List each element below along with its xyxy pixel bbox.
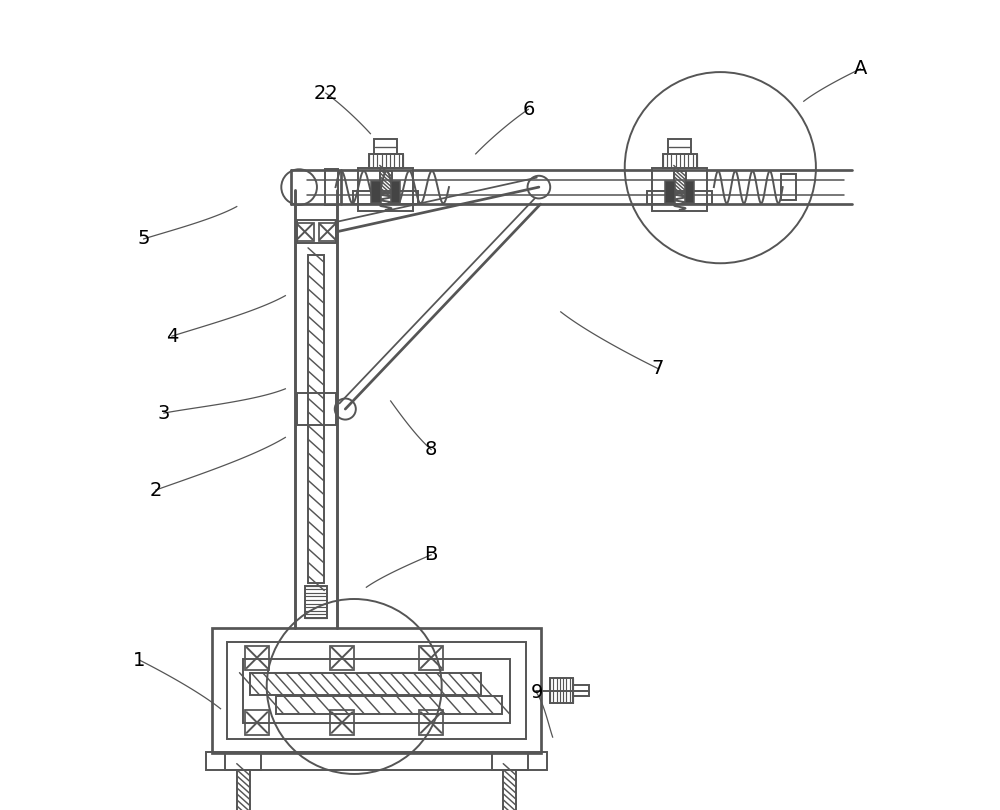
Bar	[674, 171, 686, 193]
Bar	[296, 223, 314, 241]
Bar	[319, 223, 336, 241]
Bar	[330, 646, 354, 670]
Bar	[330, 710, 354, 735]
Bar	[358, 168, 413, 211]
Bar	[225, 753, 261, 770]
Text: 8: 8	[425, 440, 437, 459]
Bar	[503, 770, 516, 810]
Bar	[237, 770, 250, 810]
Bar	[369, 154, 403, 168]
Text: 22: 22	[313, 83, 338, 103]
Bar	[353, 191, 418, 204]
Bar	[227, 642, 526, 739]
Bar	[245, 710, 269, 735]
Bar	[308, 255, 324, 583]
Bar	[245, 646, 269, 670]
Bar	[325, 169, 338, 205]
Text: A: A	[854, 59, 867, 79]
Text: 7: 7	[652, 359, 664, 378]
Bar	[243, 659, 510, 723]
Bar	[276, 696, 502, 714]
Bar	[380, 171, 392, 193]
Text: 4: 4	[166, 326, 178, 346]
Bar	[305, 586, 327, 618]
Text: 9: 9	[530, 683, 543, 702]
Text: 3: 3	[158, 403, 170, 423]
Bar	[647, 191, 712, 204]
Bar	[250, 672, 481, 695]
Bar	[297, 220, 336, 243]
Bar	[419, 710, 443, 735]
Bar	[206, 752, 547, 770]
Bar	[419, 646, 443, 670]
Text: 1: 1	[133, 650, 146, 670]
Bar	[550, 677, 573, 703]
Text: 5: 5	[137, 229, 150, 249]
Bar	[492, 753, 528, 770]
Bar	[297, 393, 336, 425]
Bar	[685, 181, 694, 202]
Bar	[652, 168, 707, 211]
Text: B: B	[424, 545, 438, 565]
Bar	[668, 139, 691, 154]
Bar	[212, 628, 540, 753]
Bar	[663, 154, 697, 168]
Bar	[781, 174, 796, 200]
Text: 2: 2	[150, 480, 162, 500]
Bar	[371, 181, 381, 202]
Bar	[374, 139, 397, 154]
Text: 6: 6	[522, 100, 535, 119]
Bar	[391, 181, 400, 202]
Bar	[665, 181, 675, 202]
Bar	[573, 685, 589, 696]
